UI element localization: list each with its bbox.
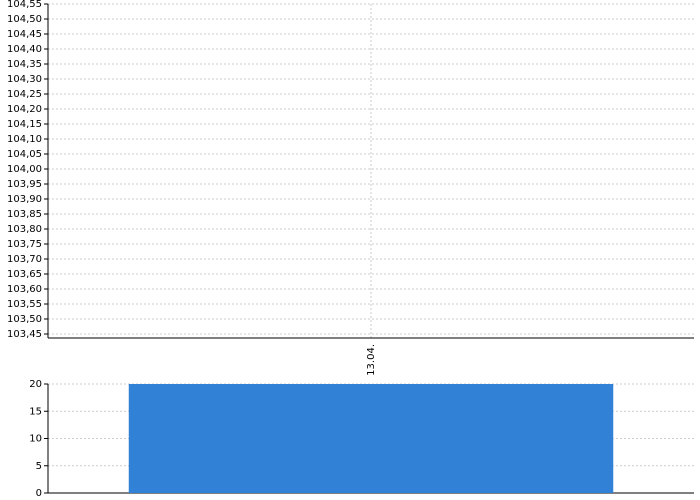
- x-tick-label: 13.04.: [366, 344, 377, 376]
- y-tick-label: 104,40: [7, 44, 42, 55]
- y-tick-label: 103,75: [7, 239, 42, 250]
- y-tick-label: 103,50: [7, 314, 42, 325]
- y-tick-label: 104,35: [7, 59, 42, 70]
- y-tick-label: 103,45: [7, 329, 42, 340]
- y-tick-label: 103,80: [7, 224, 42, 235]
- y-tick-label: 104,05: [7, 149, 42, 160]
- y-tick-label: 104,55: [7, 0, 42, 10]
- y-tick-label: 104,25: [7, 89, 42, 100]
- y-tick-label: 103,55: [7, 299, 42, 310]
- y-tick-label: 104,45: [7, 29, 42, 40]
- y-tick-label: 103,85: [7, 209, 42, 220]
- y-tick-label: 20: [29, 379, 42, 390]
- y-tick-label: 15: [29, 406, 42, 417]
- y-tick-label: 103,60: [7, 284, 42, 295]
- y-tick-label: 10: [29, 434, 42, 445]
- y-tick-label: 104,00: [7, 164, 42, 175]
- y-tick-label: 103,65: [7, 269, 42, 280]
- y-tick-label: 103,70: [7, 254, 42, 265]
- y-tick-label: 5: [36, 461, 42, 472]
- y-tick-label: 104,30: [7, 74, 42, 85]
- y-tick-label: 0: [36, 488, 42, 499]
- y-tick-label: 103,90: [7, 194, 42, 205]
- y-tick-label: 104,20: [7, 104, 42, 115]
- y-tick-label: 104,10: [7, 134, 42, 145]
- bar: [128, 384, 614, 493]
- y-tick-label: 104,15: [7, 119, 42, 130]
- y-tick-label: 104,50: [7, 14, 42, 25]
- y-tick-label: 103,95: [7, 179, 42, 190]
